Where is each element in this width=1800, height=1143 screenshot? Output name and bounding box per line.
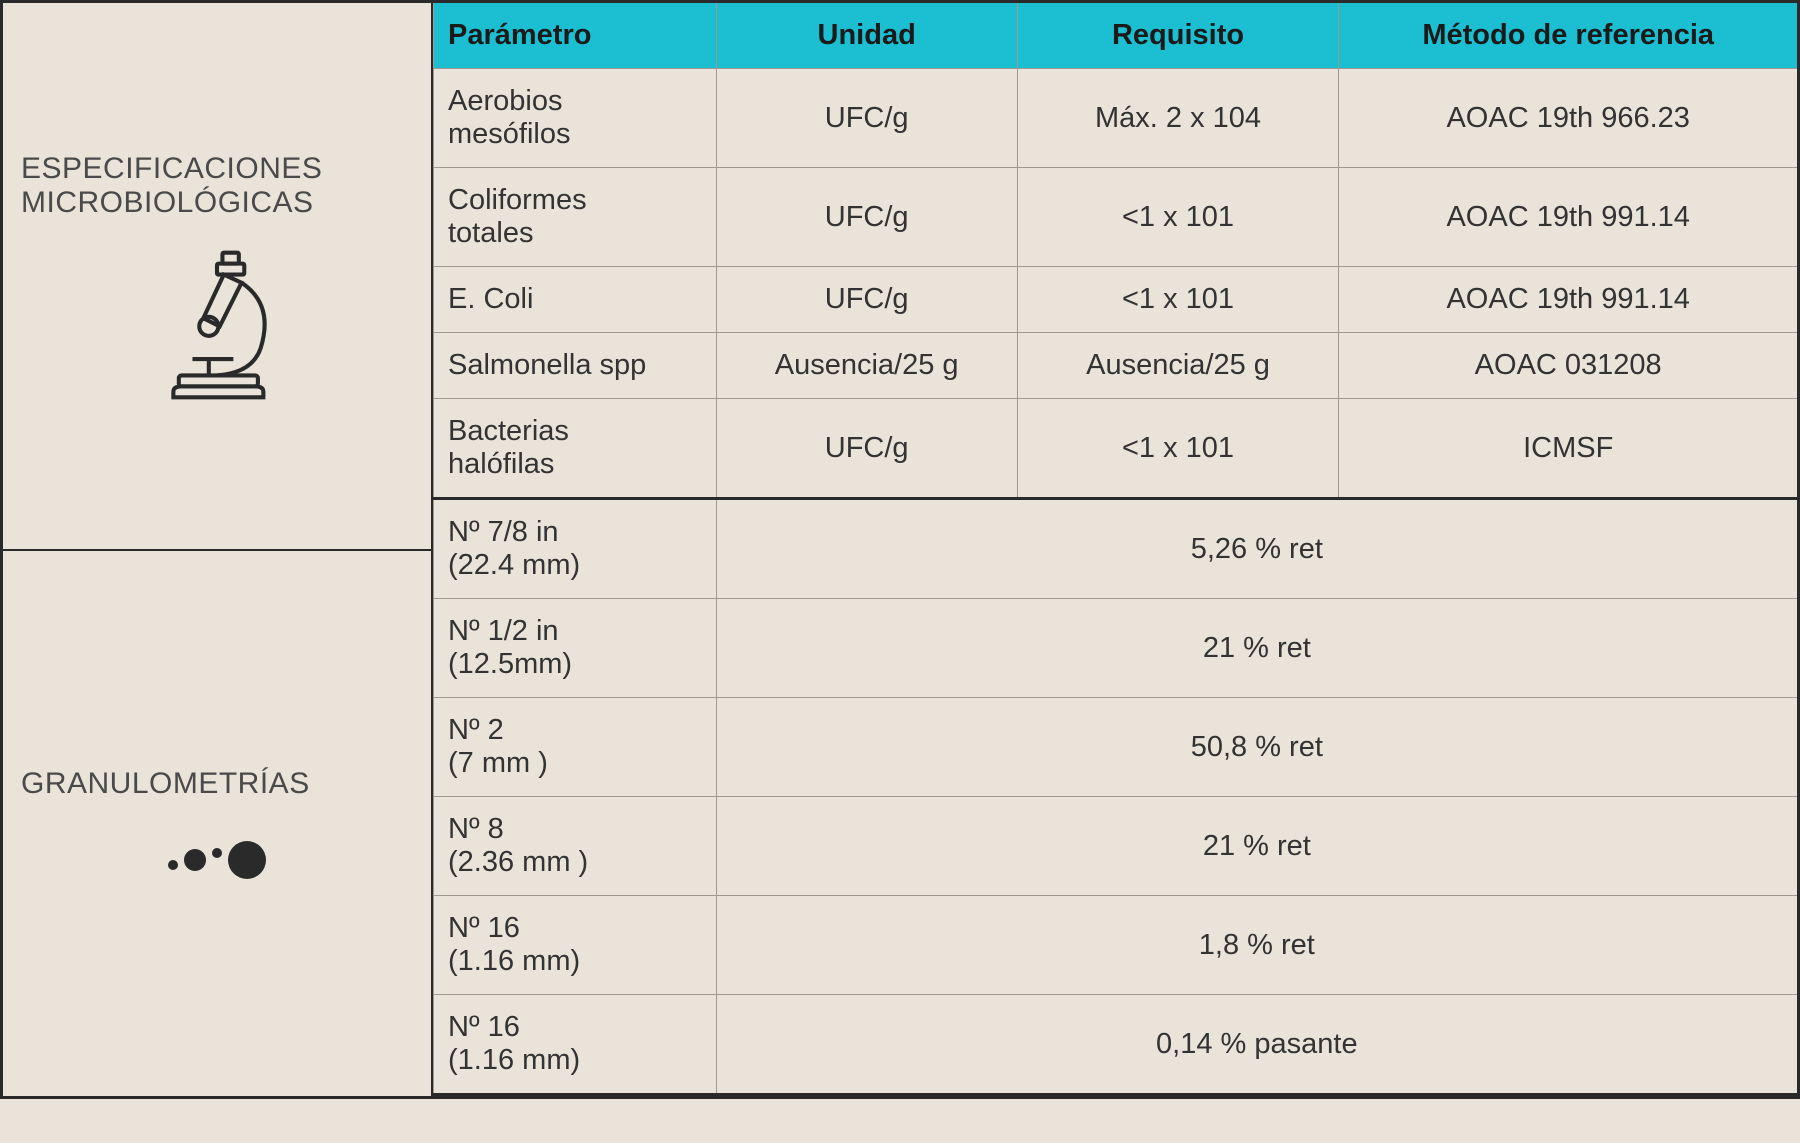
cell-req: <1 x 101 — [1017, 168, 1339, 267]
granulo-title: GRANULOMETRÍAS — [21, 767, 310, 801]
param-line1: Nº 2 — [448, 714, 504, 746]
cell-param: Nº 8(2.36 mm ) — [434, 797, 717, 896]
header-param: Parámetro — [434, 3, 717, 69]
cell-param: Nº 16(1.16 mm) — [434, 896, 717, 995]
cell-method: AOAC 19th 966.23 — [1339, 69, 1799, 168]
cell-method: AOAC 19th 991.14 — [1339, 267, 1799, 333]
table-row: Nº 16(1.16 mm)0,14 % pasante — [434, 995, 1799, 1095]
cell-value: 21 % ret — [716, 797, 1798, 896]
param-line1: Nº 8 — [448, 813, 504, 845]
cell-value: 50,8 % ret — [716, 698, 1798, 797]
dot-icon — [168, 860, 178, 870]
param-line2: mesófilos — [448, 118, 571, 150]
param-line2: totales — [448, 217, 533, 249]
param-line1: Coliformes — [448, 184, 587, 216]
param-line2: (7 mm ) — [448, 747, 548, 779]
granulo-section-label: GRANULOMETRÍAS — [3, 551, 431, 1097]
cell-value: 1,8 % ret — [716, 896, 1798, 995]
param-line2: halófilas — [448, 448, 554, 480]
param-line1: E. Coli — [448, 283, 533, 315]
cell-method: AOAC 19th 991.14 — [1339, 168, 1799, 267]
cell-param: Nº 7/8 in(22.4 mm) — [434, 499, 717, 599]
micro-title-line1: ESPECIFICACIONES — [21, 152, 322, 186]
param-line2: (22.4 mm) — [448, 549, 580, 581]
table-row: E. Coli UFC/g<1 x 101AOAC 19th 991.14 — [434, 267, 1799, 333]
cell-req: Ausencia/25 g — [1017, 333, 1339, 399]
param-line2: (2.36 mm ) — [448, 846, 588, 878]
param-line2: (1.16 mm) — [448, 1044, 580, 1076]
table-header-row: Parámetro Unidad Requisito Método de ref… — [434, 3, 1799, 69]
table-row: Nº 1/2 in(12.5mm)21 % ret — [434, 599, 1799, 698]
microscope-icon — [147, 250, 287, 400]
header-req: Requisito — [1017, 3, 1339, 69]
cell-param: Aerobiosmesófilos — [434, 69, 717, 168]
cell-param: Nº 16(1.16 mm) — [434, 995, 717, 1095]
cell-req: Máx. 2 x 104 — [1017, 69, 1339, 168]
cell-unit: UFC/g — [716, 399, 1017, 499]
cell-param: Nº 2(7 mm ) — [434, 698, 717, 797]
table-row: Nº 8(2.36 mm )21 % ret — [434, 797, 1799, 896]
table-row: ColiformestotalesUFC/g<1 x 101AOAC 19th … — [434, 168, 1799, 267]
cell-req: <1 x 101 — [1017, 399, 1339, 499]
cell-method: AOAC 031208 — [1339, 333, 1799, 399]
param-line2: (12.5mm) — [448, 648, 572, 680]
cell-unit: Ausencia/25 g — [716, 333, 1017, 399]
param-line1: Salmonella spp — [448, 349, 646, 381]
param-line1: Nº 7/8 in — [448, 516, 559, 548]
spec-table-container: ESPECIFICACIONES MICROBIOLÓGICAS GRANULO… — [0, 0, 1800, 1099]
cell-param: Nº 1/2 in(12.5mm) — [434, 599, 717, 698]
cell-unit: UFC/g — [716, 69, 1017, 168]
param-line1: Nº 16 — [448, 1011, 520, 1043]
table-row: Nº 16(1.16 mm)1,8 % ret — [434, 896, 1799, 995]
param-line1: Nº 16 — [448, 912, 520, 944]
micro-section-label: ESPECIFICACIONES MICROBIOLÓGICAS — [3, 3, 431, 551]
cell-param: Bacteriashalófilas — [434, 399, 717, 499]
cell-param: E. Coli — [434, 267, 717, 333]
header-method: Método de referencia — [1339, 3, 1799, 69]
table-row: Salmonella spp Ausencia/25 gAusencia/25 g… — [434, 333, 1799, 399]
spec-table: Parámetro Unidad Requisito Método de ref… — [433, 3, 1800, 1096]
dot-icon — [212, 848, 222, 858]
param-line1: Aerobios — [448, 85, 562, 117]
cell-value: 5,26 % ret — [716, 499, 1798, 599]
header-unit: Unidad — [716, 3, 1017, 69]
table-row: AerobiosmesófilosUFC/gMáx. 2 x 104AOAC 1… — [434, 69, 1799, 168]
micro-title-line2: MICROBIOLÓGICAS — [21, 186, 314, 220]
cell-param: Coliformestotales — [434, 168, 717, 267]
microscope-icon-wrap — [21, 250, 413, 400]
cell-value: 0,14 % pasante — [716, 995, 1798, 1095]
section-labels-column: ESPECIFICACIONES MICROBIOLÓGICAS GRANULO… — [3, 3, 433, 1096]
param-line2: (1.16 mm) — [448, 945, 580, 977]
cell-param: Salmonella spp — [434, 333, 717, 399]
cell-unit: UFC/g — [716, 267, 1017, 333]
cell-req: <1 x 101 — [1017, 267, 1339, 333]
cell-value: 21 % ret — [716, 599, 1798, 698]
dot-icon — [228, 841, 266, 879]
table-row: Nº 7/8 in(22.4 mm)5,26 % ret — [434, 499, 1799, 599]
granulometry-dots-icon — [21, 841, 413, 879]
table-row: BacteriashalófilasUFC/g<1 x 101ICMSF — [434, 399, 1799, 499]
cell-method: ICMSF — [1339, 399, 1799, 499]
data-table-column: Parámetro Unidad Requisito Método de ref… — [433, 3, 1800, 1096]
table-row: Nº 2(7 mm )50,8 % ret — [434, 698, 1799, 797]
param-line1: Bacterias — [448, 415, 569, 447]
param-line1: Nº 1/2 in — [448, 615, 559, 647]
cell-unit: UFC/g — [716, 168, 1017, 267]
dot-icon — [184, 849, 206, 871]
